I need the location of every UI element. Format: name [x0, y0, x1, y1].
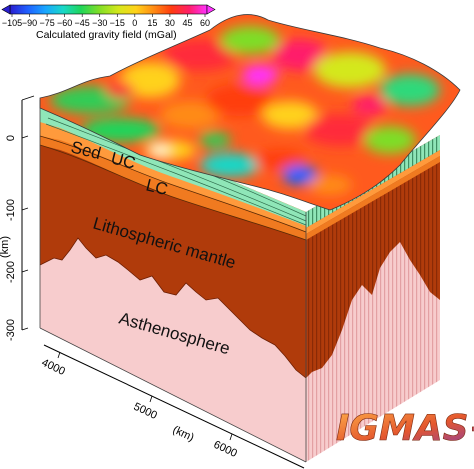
colorbar-right-arrow	[206, 4, 216, 15]
colorbar-tick-label: 15	[147, 18, 157, 28]
front-lithospheric-mantle	[40, 100, 306, 378]
colorbar-tick-label: 60	[200, 18, 210, 28]
colorbar-tick-label: 0	[132, 18, 137, 28]
colorbar-tick-label: −60	[57, 18, 72, 28]
depth-axis-label: (km)	[0, 236, 11, 258]
colorbar-gradient	[9, 4, 208, 15]
igmas-logo: IGMAS+	[336, 408, 474, 450]
colorbar-tick-label: −105	[2, 18, 22, 28]
depth-tick-label: -100	[5, 199, 17, 221]
colorbar-tick-label: 45	[182, 18, 192, 28]
colorbar: −105 −90 −75 −60 −45 −30 −15 0 15 30 45 60 Calculat…	[1, 4, 216, 41]
depth-tick-label: -300	[5, 319, 17, 341]
colorbar-tick-label: −15	[110, 18, 125, 28]
surface-outline	[39, 14, 461, 211]
side-lower-crust	[306, 156, 440, 240]
distance-axis-line	[43, 344, 305, 469]
depth-axis: 0 -100 -200 -300 (km)	[0, 95, 35, 341]
distance-tick-label: 4000	[40, 357, 67, 378]
side-upper-crust	[306, 150, 440, 234]
distance-axis-label: (km)	[171, 424, 196, 444]
colorbar-tick-label: −75	[39, 18, 54, 28]
colorbar-tick-label: −90	[22, 18, 37, 28]
colorbar-tick-label: −45	[75, 18, 90, 28]
depth-tick-label: 0	[5, 135, 17, 141]
colorbar-tick-label: −30	[92, 18, 107, 28]
block-edges	[39, 100, 307, 463]
distance-tick-label: 5000	[132, 401, 159, 422]
depth-tick-label: -200	[5, 261, 17, 283]
colorbar-left-arrow	[1, 4, 11, 15]
model-side-face	[306, 135, 440, 462]
colorbar-tick-label: 30	[165, 18, 175, 28]
colorbar-title: Calculated gravity field (mGal)	[36, 29, 177, 41]
logo-text: IGMAS+	[336, 408, 474, 449]
distance-tick-label: 6000	[212, 439, 239, 460]
label-lc: LC	[144, 175, 170, 199]
gravity-surface	[39, 14, 461, 211]
